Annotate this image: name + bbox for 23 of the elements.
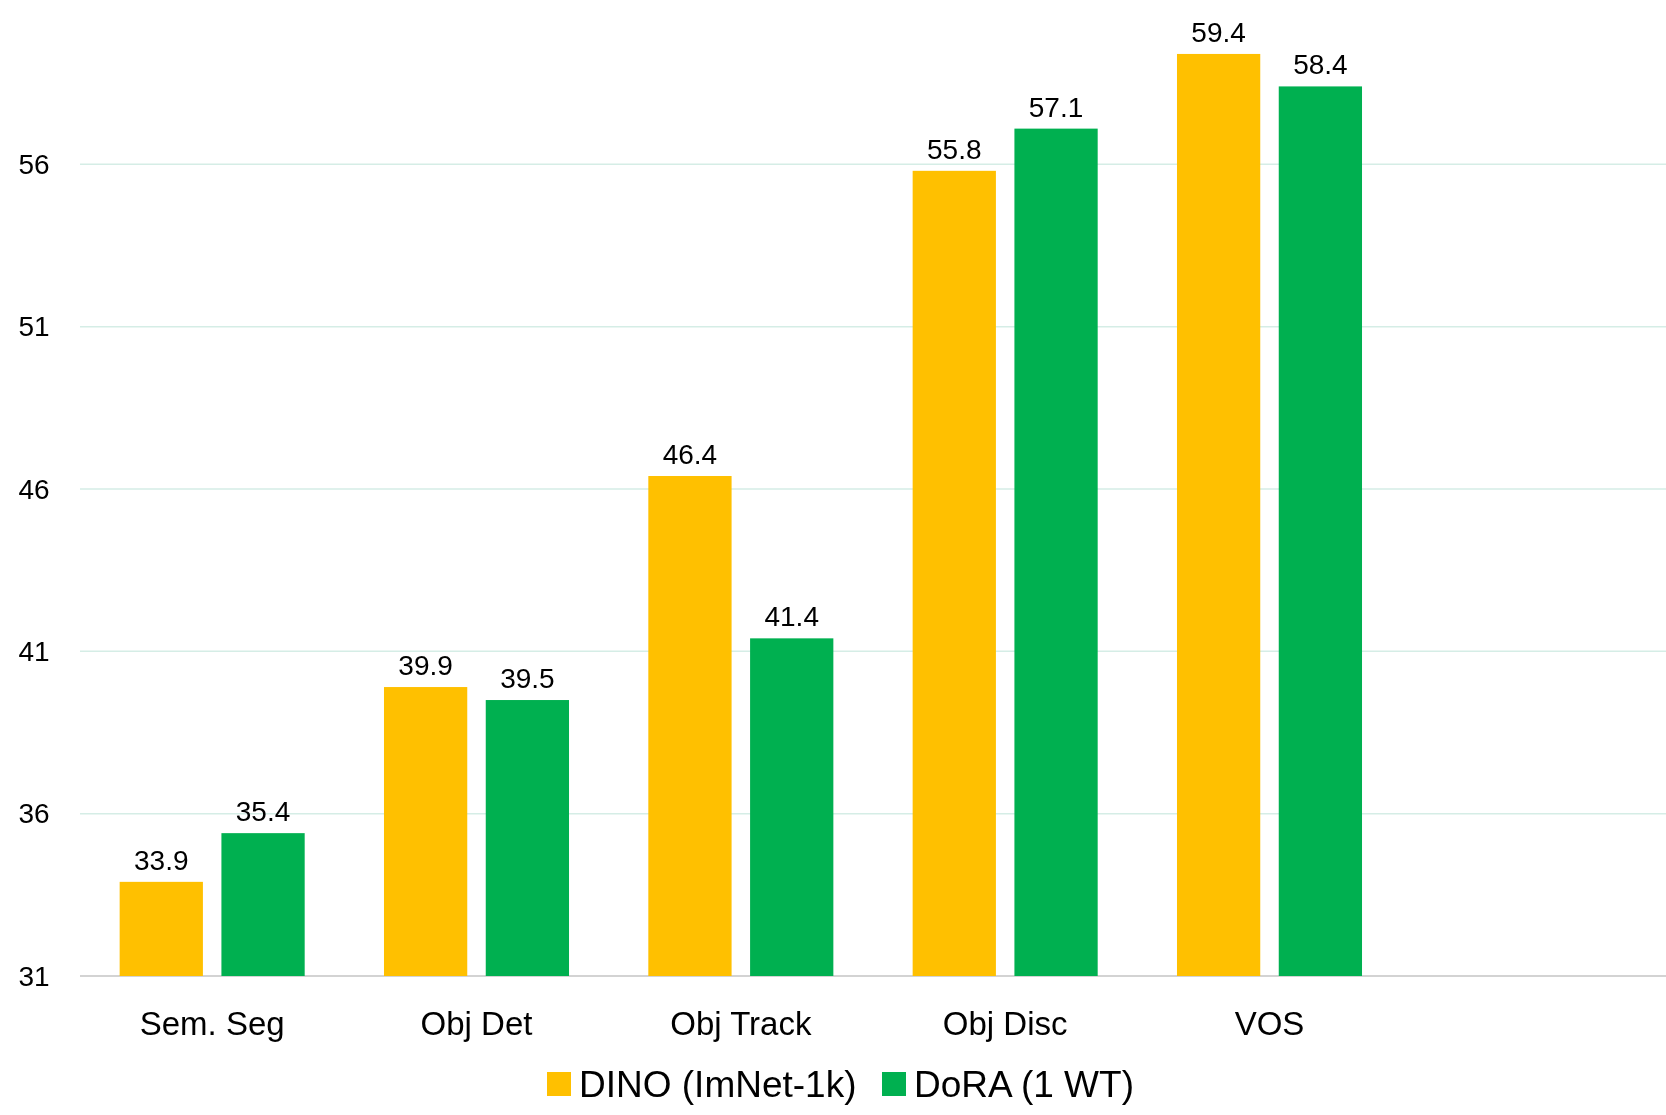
legend-label: DINO (ImNet-1k) (579, 1063, 857, 1105)
y-tick-label: 31 (18, 960, 50, 992)
x-tick-label: VOS (1234, 1004, 1305, 1042)
data-label: 59.4 (1191, 16, 1246, 48)
x-tick-label: Obj Disc (942, 1004, 1068, 1042)
data-label: 46.4 (662, 439, 718, 471)
data-label: 41.4 (764, 601, 819, 633)
data-label: 39.9 (398, 650, 453, 682)
data-label: 33.9 (134, 844, 189, 876)
data-label: 39.5 (500, 663, 555, 695)
y-tick-label: 51 (18, 311, 50, 343)
legend-label: DoRA (1 WT) (914, 1063, 1134, 1105)
x-tick-label: Obj Track (670, 1004, 812, 1042)
data-label: 35.4 (235, 796, 291, 828)
data-label: 55.8 (927, 133, 982, 165)
y-tick-label: 41 (18, 636, 50, 668)
data-label: 58.4 (1293, 49, 1348, 81)
y-tick-label: 36 (18, 798, 50, 830)
x-tick-label: Obj Det (420, 1004, 533, 1042)
y-tick-label: 46 (18, 473, 50, 505)
data-label: 57.1 (1028, 91, 1084, 123)
x-tick-label: Sem. Seg (139, 1004, 285, 1042)
y-tick-label: 56 (18, 149, 50, 181)
